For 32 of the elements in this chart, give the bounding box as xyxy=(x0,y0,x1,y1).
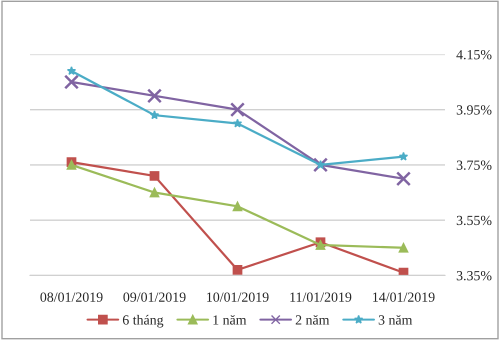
legend-label: 3 năm xyxy=(378,315,412,325)
point xyxy=(313,157,328,172)
legend-label: 1 năm xyxy=(213,315,246,325)
point xyxy=(147,88,162,104)
point xyxy=(150,110,160,120)
x-tick-label: 10/01/2019 xyxy=(207,292,269,302)
point xyxy=(232,201,242,212)
legend-label: 6 tháng xyxy=(122,314,164,328)
point xyxy=(398,268,408,276)
y-tick-label: 3.95% xyxy=(456,105,492,115)
x-tick-label: 14/01/2019 xyxy=(373,292,435,302)
y-tick-label: 3.75% xyxy=(456,160,492,170)
y-tick-label: 4.15% xyxy=(456,50,492,60)
point xyxy=(232,265,242,275)
point xyxy=(396,171,411,186)
y-tick-label: 3.35% xyxy=(456,270,492,280)
point xyxy=(66,160,76,170)
point xyxy=(398,152,408,161)
point xyxy=(232,118,242,128)
point xyxy=(66,66,76,76)
x-tick-label: 09/01/2019 xyxy=(123,292,186,302)
point xyxy=(230,102,245,118)
point xyxy=(398,242,408,253)
point xyxy=(316,160,326,169)
x-tick-label: 11/01/2019 xyxy=(290,292,352,302)
point xyxy=(150,188,160,198)
legend-label: 2 năm xyxy=(296,315,330,325)
y-tick-label: 3.55% xyxy=(456,216,492,226)
point xyxy=(64,74,79,90)
point xyxy=(150,171,160,181)
point xyxy=(316,240,326,250)
x-tick-label: 08/01/2019 xyxy=(40,292,103,302)
